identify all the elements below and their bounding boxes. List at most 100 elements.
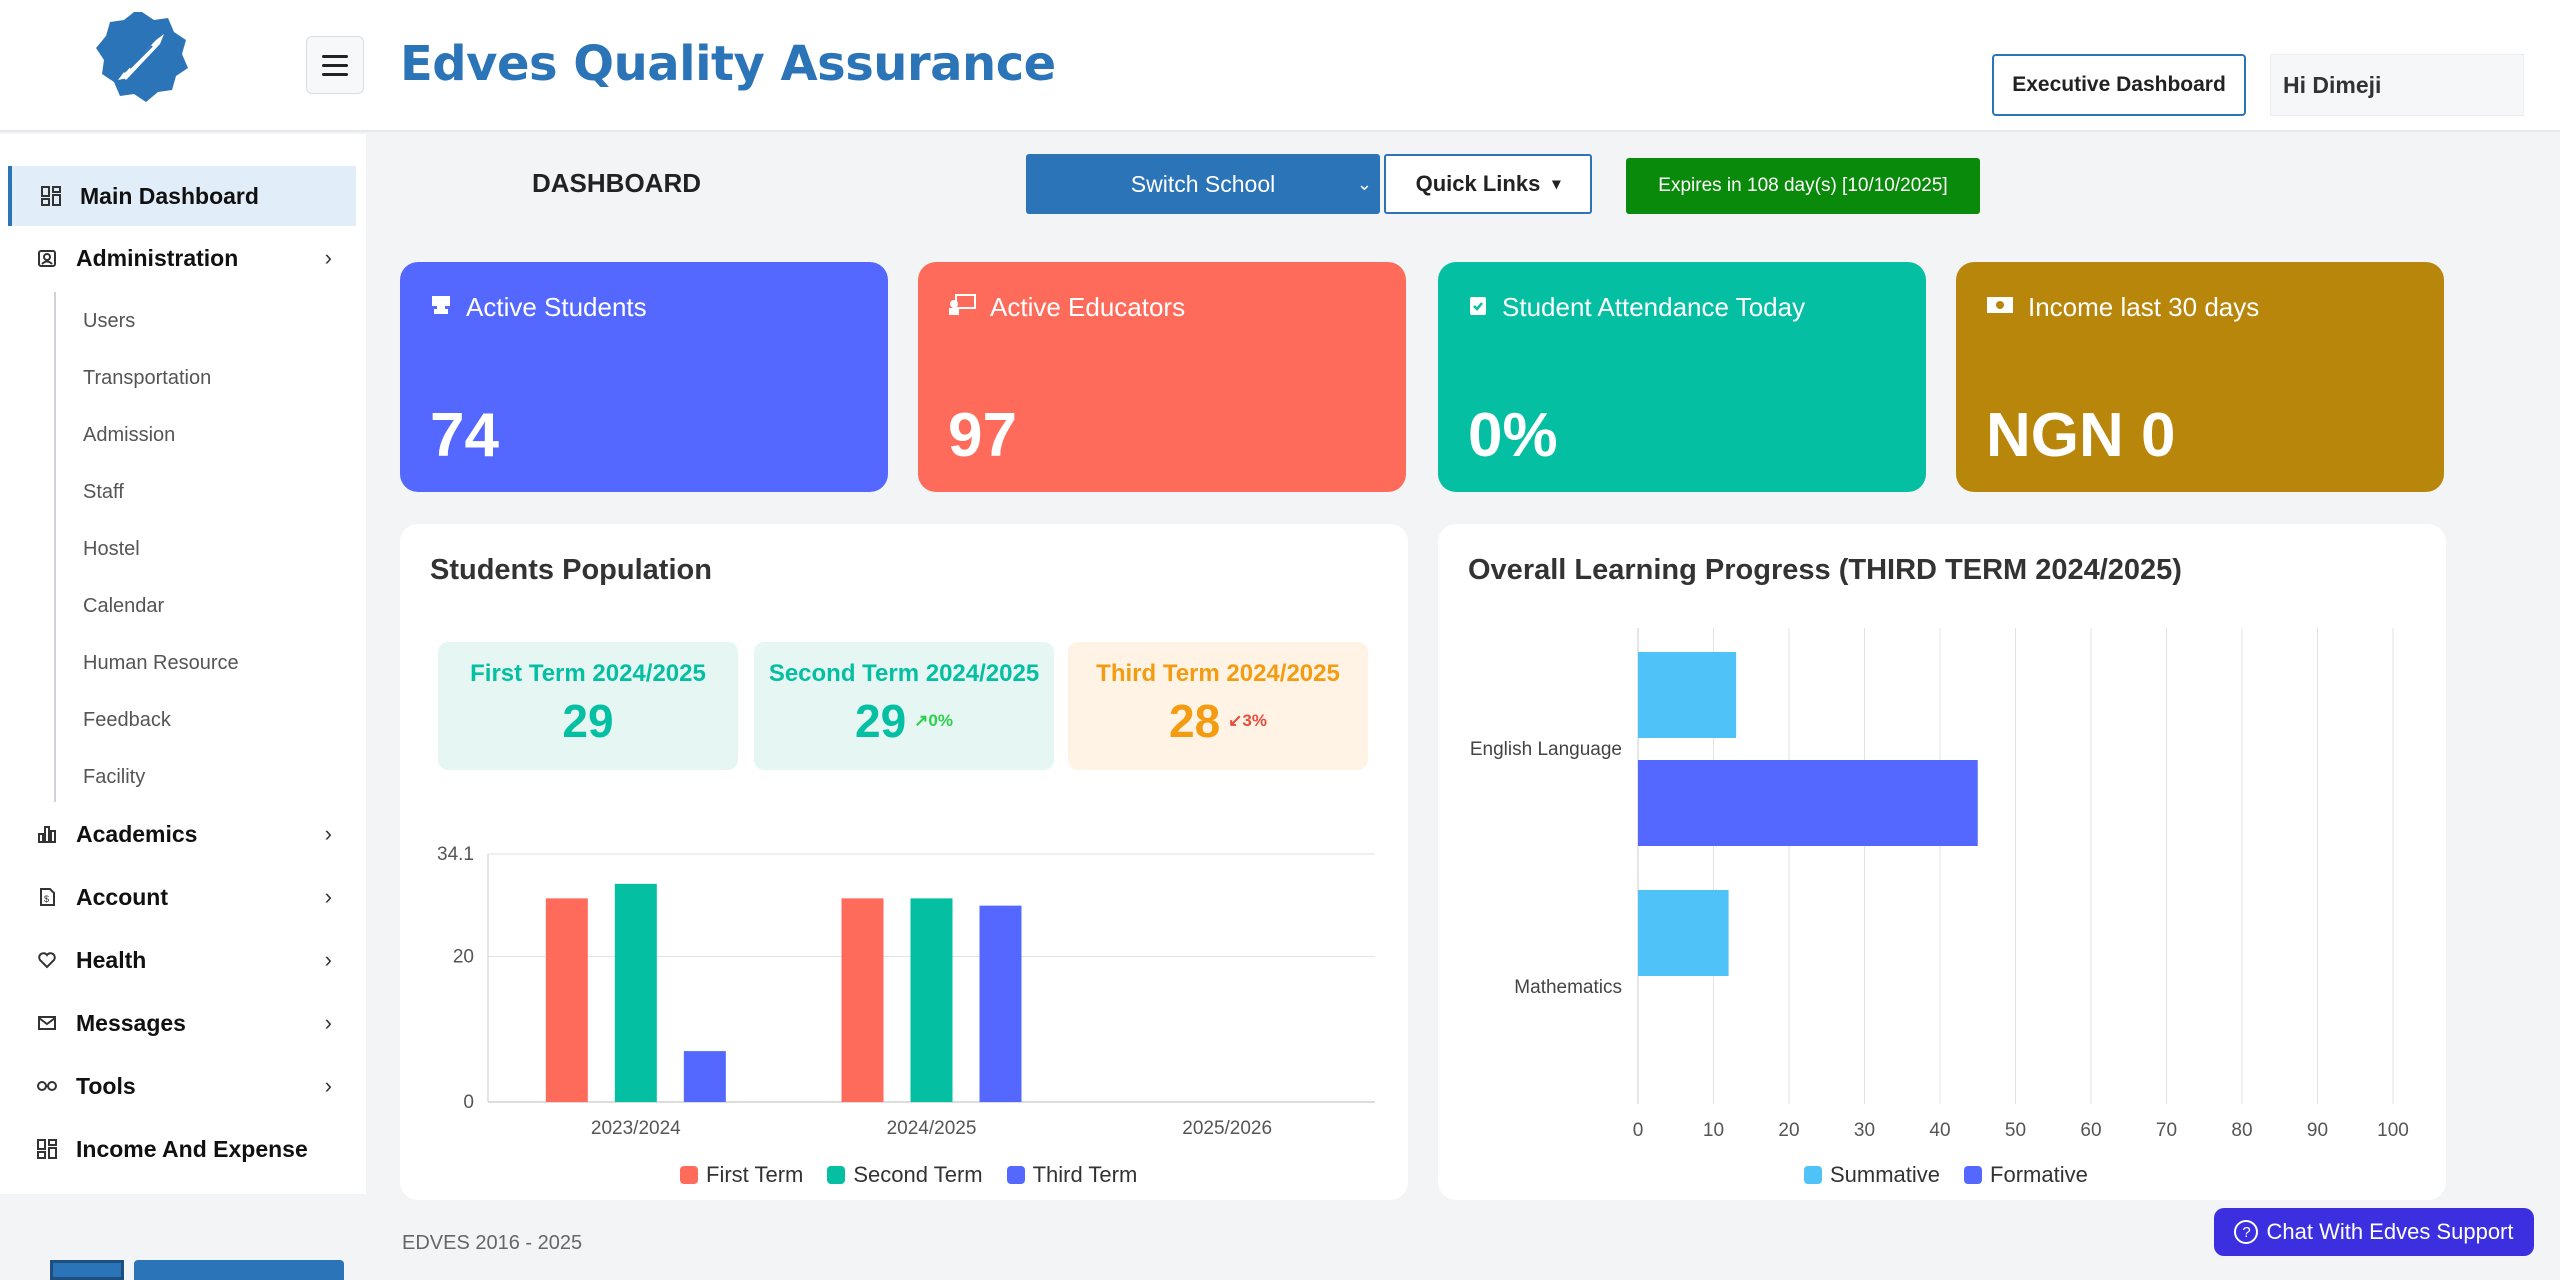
stat-card-active-educators: Active Educators 97	[918, 262, 1406, 492]
students-population-chart: 0 20 34.1 2023/2024 2024/2025 2025/2026	[437, 844, 1375, 1139]
legend-item[interactable]: First Term	[680, 1162, 803, 1188]
submenu-item-human-resource[interactable]: Human Resource	[83, 652, 239, 674]
teacher-icon	[948, 293, 976, 322]
heart-icon	[30, 950, 64, 970]
submenu-item-feedback[interactable]: Feedback	[83, 709, 171, 731]
help-icon: ?	[2234, 1220, 2259, 1244]
user-greeting[interactable]: Hi Dimeji	[2270, 54, 2524, 116]
bar-chart-icon	[30, 824, 64, 844]
term-value: 28	[1169, 695, 1221, 747]
term-change: 3%	[1242, 711, 1267, 730]
submenu-divider	[54, 292, 56, 802]
svg-text:$: $	[44, 894, 49, 904]
term-summary-first: First Term 2024/2025 29	[438, 642, 738, 770]
sidebar-item-academics[interactable]: Academics ›	[8, 804, 356, 864]
sidebar-footer-button[interactable]	[50, 1260, 124, 1280]
bar	[1638, 760, 1978, 846]
sidebar-item-tools[interactable]: Tools ›	[8, 1056, 356, 1116]
sidebar-item-label: Income And Expense	[76, 1135, 308, 1162]
y-tick-label: 34.1	[437, 844, 474, 865]
students-population-panel: Students Population First Term 2024/2025…	[400, 524, 1408, 1200]
stat-card-active-students: Active Students 74	[400, 262, 888, 492]
money-icon	[1986, 295, 2014, 321]
sidebar-item-label: Messages	[76, 1009, 186, 1036]
y-tick-label: Mathematics	[1514, 977, 1622, 998]
legend-item[interactable]: Third Term	[1006, 1162, 1137, 1188]
legend-label: First Term	[706, 1162, 804, 1187]
admin-icon	[30, 248, 64, 268]
quick-links-dropdown[interactable]: Quick Links ▾	[1384, 154, 1592, 214]
x-tick-label: 0	[1633, 1120, 1644, 1141]
arrow-up-right-icon: ↗	[914, 711, 929, 730]
sidebar-footer-button[interactable]	[134, 1260, 344, 1280]
term-label: Third Term 2024/2025	[1096, 660, 1340, 687]
bar	[841, 898, 884, 1102]
submenu-item-admission[interactable]: Admission	[83, 424, 176, 446]
legend-item[interactable]: Second Term	[827, 1162, 983, 1188]
panel-title: Students Population	[430, 554, 712, 586]
term-label: First Term 2024/2025	[470, 660, 706, 687]
legend-item[interactable]: Summative	[1804, 1162, 1940, 1188]
submenu-item-staff[interactable]: Staff	[83, 481, 124, 503]
progress-legend: Summative Formative	[1804, 1162, 2112, 1188]
x-tick-label: 40	[1929, 1120, 1950, 1141]
card-label: Student Attendance Today	[1502, 292, 1806, 322]
sidebar-item-main-dashboard[interactable]: Main Dashboard	[8, 166, 356, 226]
bar	[1638, 652, 1737, 738]
chevron-down-icon: ▾	[1552, 176, 1561, 193]
chevron-right-icon: ›	[324, 884, 332, 909]
chat-support-button[interactable]: ? Chat With Edves Support	[2214, 1208, 2534, 1256]
sidebar-item-label: Health	[76, 946, 147, 973]
legend-item[interactable]: Formative	[1964, 1162, 2088, 1188]
sidebar-item-label: Account	[76, 883, 168, 910]
x-tick-label: 60	[2080, 1120, 2101, 1141]
legend-label: Formative	[1990, 1162, 2088, 1187]
x-tick-label: 30	[1854, 1120, 1875, 1141]
sidebar-item-label: Main Dashboard	[80, 182, 259, 209]
x-tick-label: 70	[2156, 1120, 2177, 1141]
card-value: 74	[430, 401, 499, 470]
card-label: Income last 30 days	[2028, 292, 2260, 322]
x-tick-label: 50	[2005, 1120, 2026, 1141]
logo-icon[interactable]	[96, 10, 188, 102]
learning-progress-panel: Overall Learning Progress (THIRD TERM 20…	[1438, 524, 2446, 1200]
bar	[614, 883, 657, 1102]
card-value: 97	[948, 401, 1017, 470]
card-value: 0%	[1468, 401, 1558, 470]
submenu-item-transportation[interactable]: Transportation	[83, 367, 212, 389]
submenu-item-hostel[interactable]: Hostel	[83, 538, 140, 560]
switch-school-dropdown[interactable]: Switch School ⌄	[1026, 154, 1380, 214]
y-tick-label: English Language	[1470, 739, 1622, 760]
chevron-down-icon: ⌄	[1356, 173, 1372, 194]
chat-support-label: Chat With Edves Support	[2266, 1219, 2514, 1244]
sidebar-item-account[interactable]: $ Account ›	[8, 867, 356, 927]
bar	[545, 898, 588, 1102]
learning-progress-chart: 0 10 20 30 40 50 60 70 80 90 100 English Language Ma…	[1470, 628, 2409, 1141]
menu-toggle-button[interactable]	[306, 36, 364, 94]
sidebar-item-health[interactable]: Health ›	[8, 930, 356, 990]
bar	[683, 1051, 726, 1102]
mail-icon	[30, 1013, 64, 1033]
sidebar-item-messages[interactable]: Messages ›	[8, 993, 356, 1053]
submenu-item-facility[interactable]: Facility	[83, 766, 146, 788]
executive-dashboard-button[interactable]: Executive Dashboard	[1992, 54, 2246, 116]
bar	[979, 905, 1022, 1102]
x-tick-label: 80	[2231, 1120, 2252, 1141]
bar	[1638, 890, 1729, 976]
sidebar-item-income-and-expense[interactable]: Income And Expense	[8, 1119, 356, 1179]
sidebar-item-administration[interactable]: Administration ›	[8, 228, 356, 288]
sidebar-item-label: Academics	[76, 820, 198, 847]
footer-copyright: EDVES 2016 - 2025	[402, 1232, 583, 1254]
submenu-item-calendar[interactable]: Calendar	[83, 595, 165, 617]
legend-swatch	[1006, 1166, 1025, 1184]
term-summary-third: Third Term 2024/2025 28 ↙3%	[1068, 642, 1368, 770]
card-label: Active Students	[466, 292, 647, 322]
chevron-right-icon: ›	[324, 821, 332, 846]
submenu-item-users[interactable]: Users	[83, 310, 136, 332]
y-tick-label: 0	[463, 1092, 474, 1113]
stat-card-student-attendance: Student Attendance Today 0%	[1438, 262, 1926, 492]
subscription-expiry-badge: Expires in 108 day(s) [10/10/2025]	[1626, 158, 1980, 214]
legend-swatch	[680, 1166, 698, 1184]
stat-card-income: Income last 30 days NGN 0	[1956, 262, 2444, 492]
sidebar: Main Dashboard Administration › Users Tr…	[0, 134, 366, 1194]
